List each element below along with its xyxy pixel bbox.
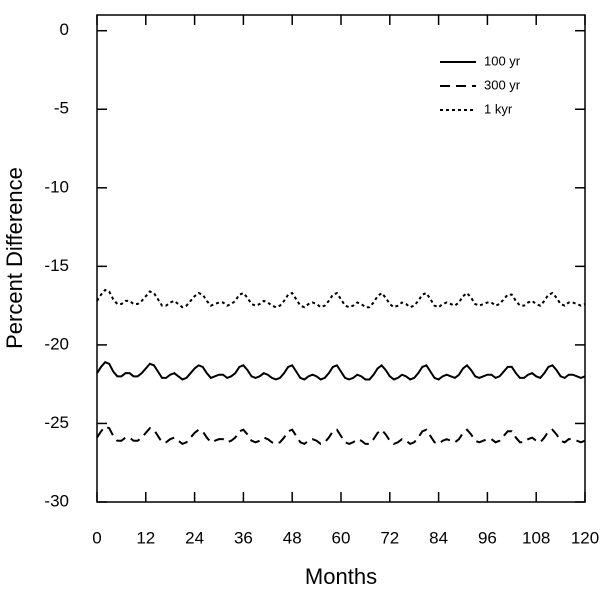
x-tick-label: 36 bbox=[234, 528, 253, 547]
line-series bbox=[96, 425, 586, 446]
legend-label: 300 yr bbox=[484, 77, 521, 92]
x-tick-label: 60 bbox=[332, 528, 351, 547]
y-axis-label: Percent Difference bbox=[2, 167, 27, 349]
y-tick-label: 0 bbox=[60, 20, 69, 39]
x-tick-label: 0 bbox=[92, 528, 101, 547]
y-tick-label: -20 bbox=[44, 334, 69, 353]
y-tick-label: -10 bbox=[44, 177, 69, 196]
line-series bbox=[96, 360, 586, 381]
y-tick-label: -25 bbox=[44, 413, 69, 432]
x-tick-label: 120 bbox=[571, 528, 599, 547]
x-tick-label: 72 bbox=[380, 528, 399, 547]
y-tick-label: -30 bbox=[44, 491, 69, 510]
y-tick-label: -15 bbox=[44, 256, 69, 275]
x-tick-label: 84 bbox=[429, 528, 448, 547]
x-tick-label: 24 bbox=[185, 528, 204, 547]
x-tick-label: 108 bbox=[522, 528, 550, 547]
x-tick-label: 48 bbox=[283, 528, 302, 547]
legend-label: 1 kyr bbox=[484, 101, 513, 116]
y-tick-label: -5 bbox=[54, 99, 69, 118]
line-series bbox=[96, 288, 586, 309]
x-tick-label: 96 bbox=[478, 528, 497, 547]
legend-label: 100 yr bbox=[484, 53, 521, 68]
x-tick-label: 12 bbox=[136, 528, 155, 547]
x-axis-label: Months bbox=[305, 564, 377, 589]
